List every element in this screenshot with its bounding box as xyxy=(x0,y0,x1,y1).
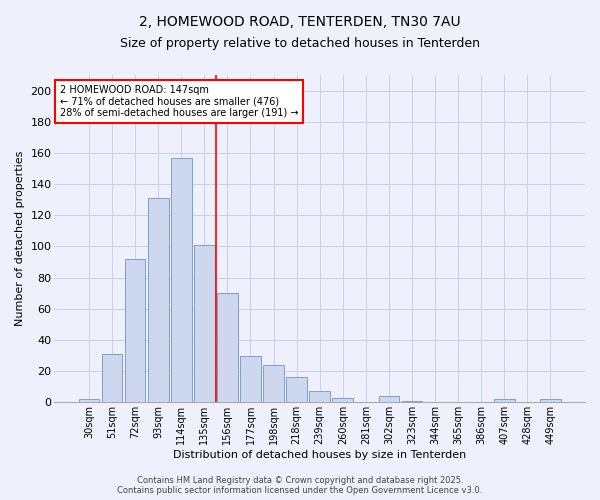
Bar xyxy=(310,392,330,402)
Bar xyxy=(401,400,422,402)
Bar xyxy=(263,365,284,403)
Text: 2 HOMEWOOD ROAD: 147sqm
← 71% of detached houses are smaller (476)
28% of semi-d: 2 HOMEWOOD ROAD: 147sqm ← 71% of detache… xyxy=(60,85,298,118)
Text: 2, HOMEWOOD ROAD, TENTERDEN, TN30 7AU: 2, HOMEWOOD ROAD, TENTERDEN, TN30 7AU xyxy=(139,15,461,29)
Bar xyxy=(79,399,100,402)
Text: Size of property relative to detached houses in Tenterden: Size of property relative to detached ho… xyxy=(120,38,480,51)
Bar xyxy=(217,293,238,403)
Bar xyxy=(125,259,145,402)
Bar xyxy=(286,378,307,402)
Text: Contains HM Land Registry data © Crown copyright and database right 2025.
Contai: Contains HM Land Registry data © Crown c… xyxy=(118,476,482,495)
X-axis label: Distribution of detached houses by size in Tenterden: Distribution of detached houses by size … xyxy=(173,450,466,460)
Bar xyxy=(379,396,400,402)
Y-axis label: Number of detached properties: Number of detached properties xyxy=(15,151,25,326)
Bar xyxy=(194,245,215,402)
Bar xyxy=(101,354,122,403)
Bar xyxy=(171,158,191,402)
Bar xyxy=(240,356,261,403)
Bar xyxy=(540,399,561,402)
Bar xyxy=(332,398,353,402)
Bar xyxy=(494,399,515,402)
Bar xyxy=(148,198,169,402)
